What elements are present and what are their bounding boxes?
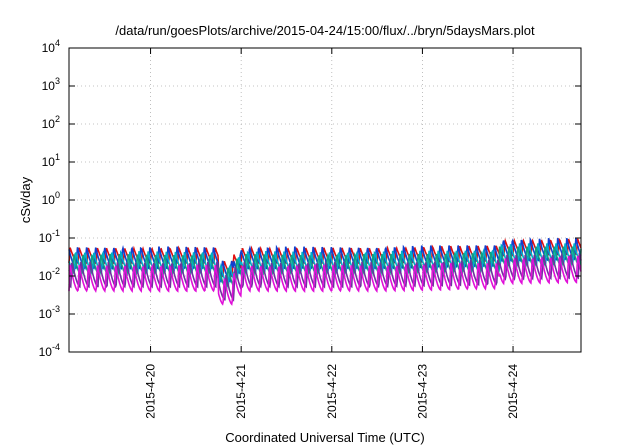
y-axis-label: cSv/day [18,176,33,223]
y-tick-label: 102 [42,114,60,131]
y-tick-label: 10-4 [39,342,60,359]
grid [69,47,581,353]
x-axis: 2015-4-20 2015-4-21 2015-4-22 2015-4-23 2015… [144,48,520,419]
x-tick-label: 2015-4-20 [144,364,158,419]
y-tick-label: 10-2 [39,266,60,283]
x-tick-label: 2015-4-23 [415,364,429,419]
series-magenta [68,255,582,306]
y-tick-label: 104 [42,38,60,55]
x-tick-label: 2015-4-21 [234,364,248,419]
y-tick-label: 10-3 [39,304,60,321]
y-axis: 104 103 102 101 100 10-1 10-2 10-3 10-4 [39,38,581,359]
y-tick-label: 101 [42,152,60,169]
y-tick-label: 10-1 [39,228,60,245]
y-tick-label: 103 [42,76,60,93]
chart-title: /data/run/goesPlots/archive/2015-04-24/1… [115,23,535,38]
y-tick-label: 100 [42,190,60,207]
x-tick-label: 2015-4-22 [325,364,339,419]
x-tick-label: 2015-4-24 [506,364,520,419]
x-axis-label: Coordinated Universal Time (UTC) [225,430,424,445]
series-group [68,236,582,306]
